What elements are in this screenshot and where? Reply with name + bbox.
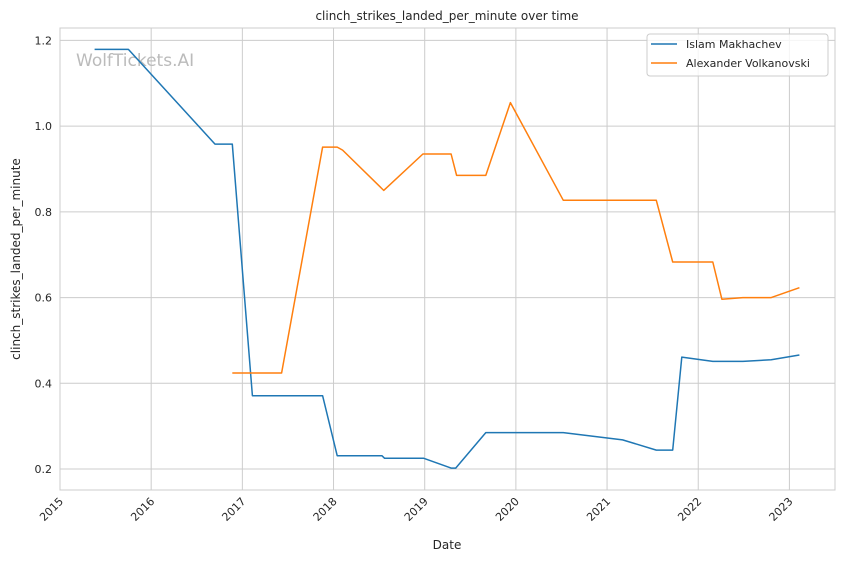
y-tick-label: 0.4 [35, 377, 53, 390]
y-axis-label: clinch_strikes_landed_per_minute [9, 158, 23, 360]
x-tick-label: 2019 [402, 495, 431, 524]
plot-frame [59, 27, 836, 491]
x-tick-label: 2015 [37, 495, 66, 524]
x-tick-label: 2022 [675, 495, 704, 524]
series-line-alexander-volkanovski [232, 101, 800, 374]
series-line-islam-makhachev [94, 48, 800, 469]
y-tick-label: 1.0 [35, 120, 53, 133]
y-tick-labels: 0.2 0.4 0.6 0.8 1.0 1.2 [35, 34, 53, 476]
x-tick-label: 2018 [311, 495, 340, 524]
y-tick-label: 1.2 [35, 34, 53, 47]
series-group [94, 48, 800, 469]
y-tick-label: 0.2 [35, 463, 53, 476]
watermark: WolfTickets.AI [76, 51, 194, 71]
x-axis-label: Date [433, 538, 462, 552]
x-tick-label: 2017 [219, 495, 248, 524]
chart-title: clinch_strikes_landed_per_minute over ti… [315, 9, 578, 23]
legend-label-alexander-volkanovski: Alexander Volkanovski [686, 57, 810, 70]
grid [59, 28, 835, 490]
y-tick-label: 0.6 [35, 292, 53, 305]
y-tick-label: 0.8 [35, 206, 53, 219]
x-tick-label: 2016 [128, 495, 157, 524]
x-tick-label: 2023 [767, 495, 796, 524]
legend-box [646, 33, 829, 77]
x-tick-labels: 2015 2016 2017 2018 2019 2020 2021 2022 2023 [37, 495, 795, 524]
legend-label-islam-makhachev: Islam Makhachev [686, 38, 782, 51]
legend: Islam Makhachev Alexander Volkanovski [646, 33, 829, 77]
x-tick-label: 2021 [584, 495, 613, 524]
x-tick-label: 2020 [493, 495, 522, 524]
